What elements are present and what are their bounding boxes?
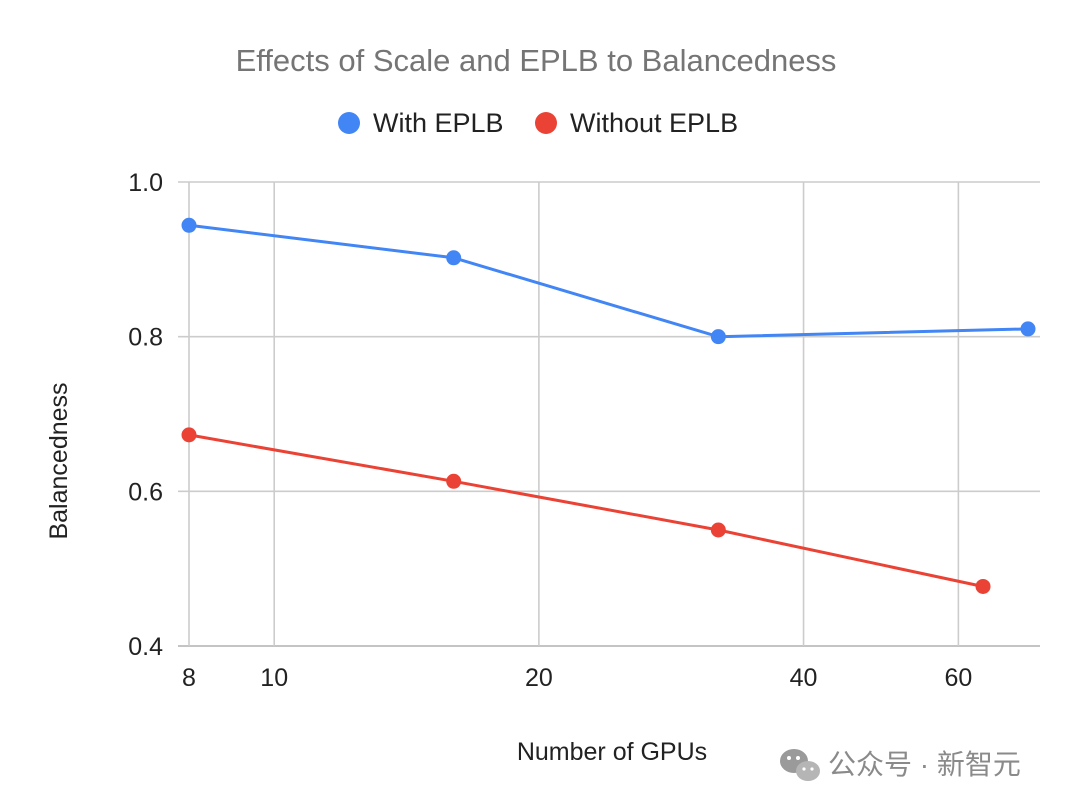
x-axis-ticks: 8 10 20 40 60 [182, 664, 972, 692]
data-point-with-eplb[interactable] [446, 250, 462, 266]
series-line-with-eplb [188, 223, 1029, 339]
x-tick-label: 10 [260, 664, 288, 692]
wechat-icon [780, 749, 820, 781]
watermark-text: 公众号 · 新智元 [828, 749, 1021, 780]
y-tick-label: 0.6 [128, 478, 163, 506]
data-point-without-eplb[interactable] [975, 578, 991, 594]
data-point-with-eplb[interactable] [181, 217, 197, 233]
legend-marker-without-eplb [535, 112, 557, 134]
y-tick-label: 1.0 [128, 169, 163, 197]
series-line-without-eplb [188, 433, 984, 588]
x-tick-label: 60 [944, 664, 972, 692]
x-tick-label: 20 [525, 664, 553, 692]
data-point-with-eplb[interactable] [1020, 321, 1036, 337]
y-gridlines [178, 181, 1040, 647]
legend-label-without-eplb: Without EPLB [570, 108, 738, 138]
watermark: 公众号 · 新智元 [780, 749, 1021, 781]
x-tick-label: 40 [790, 664, 818, 692]
data-point-without-eplb[interactable] [446, 473, 462, 489]
y-axis-title: Balancedness [45, 382, 73, 539]
data-point-without-eplb[interactable] [181, 427, 197, 443]
legend-item-with-eplb[interactable]: With EPLB [338, 108, 504, 138]
y-axis-ticks: 0.4 0.6 0.8 1.0 [128, 169, 163, 661]
x-tick-label: 8 [182, 664, 196, 692]
y-tick-label: 0.8 [128, 324, 163, 352]
legend: With EPLB Without EPLB [338, 108, 738, 138]
data-point-with-eplb[interactable] [710, 329, 726, 345]
x-axis-title: Number of GPUs [517, 738, 707, 766]
legend-marker-with-eplb [338, 112, 360, 134]
series-layer [181, 217, 1036, 594]
x-gridlines [188, 182, 960, 646]
y-tick-label: 0.4 [128, 633, 163, 661]
chart-title: Effects of Scale and EPLB to Balancednes… [236, 43, 837, 78]
legend-label-with-eplb: With EPLB [373, 108, 504, 138]
data-point-without-eplb[interactable] [710, 522, 726, 538]
legend-item-without-eplb[interactable]: Without EPLB [535, 108, 738, 138]
